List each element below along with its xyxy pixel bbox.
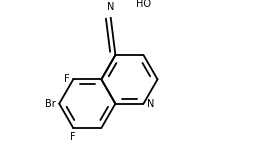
Text: HO: HO xyxy=(136,0,151,9)
Text: N: N xyxy=(147,99,154,109)
Text: Br: Br xyxy=(45,99,55,109)
Text: F: F xyxy=(64,74,69,84)
Text: F: F xyxy=(70,132,76,142)
Text: N: N xyxy=(107,2,114,12)
